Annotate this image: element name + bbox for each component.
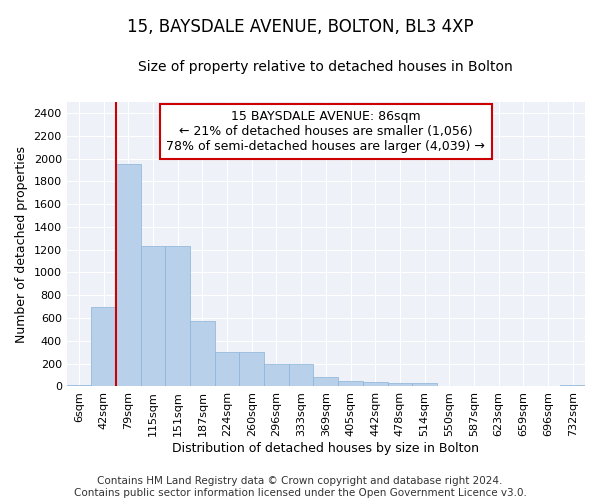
- Bar: [388, 383, 412, 386]
- Bar: [239, 352, 264, 386]
- Bar: [91, 306, 116, 386]
- Bar: [338, 382, 363, 386]
- Bar: [264, 364, 289, 386]
- Bar: [560, 384, 585, 386]
- Bar: [215, 352, 239, 386]
- Bar: [363, 382, 388, 386]
- X-axis label: Distribution of detached houses by size in Bolton: Distribution of detached houses by size …: [172, 442, 479, 455]
- Bar: [289, 364, 313, 386]
- Text: 15, BAYSDALE AVENUE, BOLTON, BL3 4XP: 15, BAYSDALE AVENUE, BOLTON, BL3 4XP: [127, 18, 473, 36]
- Bar: [190, 321, 215, 386]
- Title: Size of property relative to detached houses in Bolton: Size of property relative to detached ho…: [139, 60, 513, 74]
- Bar: [166, 246, 190, 386]
- Text: 15 BAYSDALE AVENUE: 86sqm
← 21% of detached houses are smaller (1,056)
78% of se: 15 BAYSDALE AVENUE: 86sqm ← 21% of detac…: [166, 110, 485, 153]
- Y-axis label: Number of detached properties: Number of detached properties: [15, 146, 28, 342]
- Bar: [141, 246, 166, 386]
- Bar: [412, 383, 437, 386]
- Bar: [67, 384, 91, 386]
- Bar: [116, 164, 141, 386]
- Bar: [313, 378, 338, 386]
- Text: Contains HM Land Registry data © Crown copyright and database right 2024.
Contai: Contains HM Land Registry data © Crown c…: [74, 476, 526, 498]
